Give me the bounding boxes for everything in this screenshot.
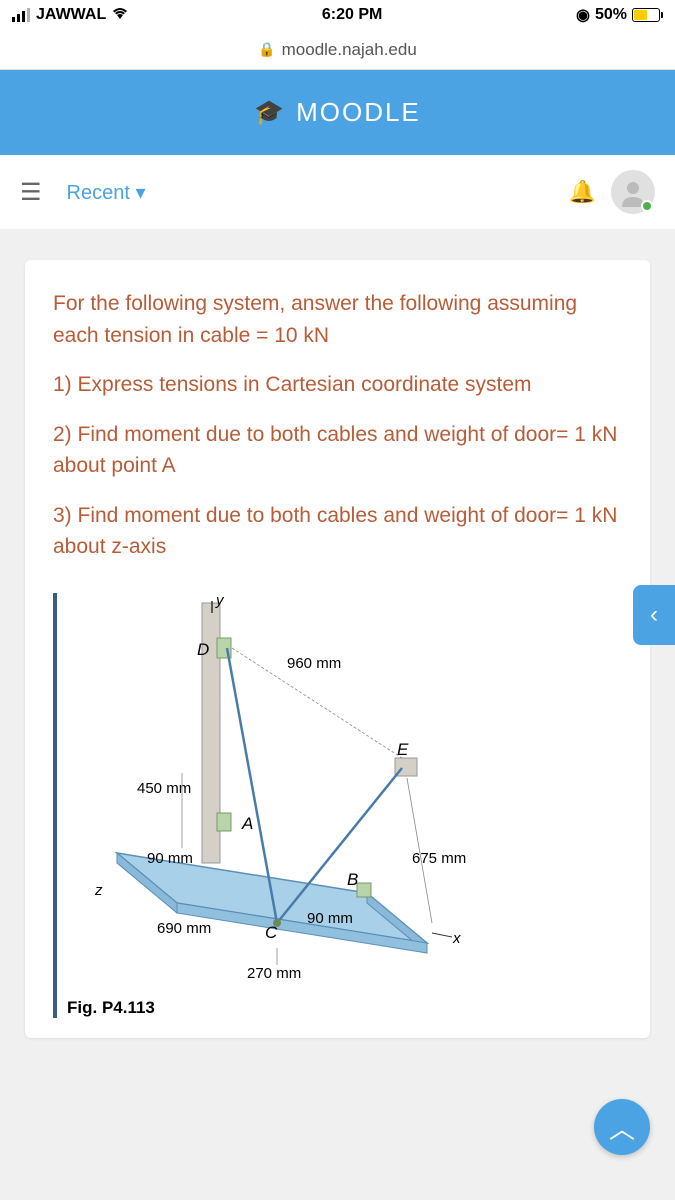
question-card: For the following system, answer the fol… <box>25 260 650 1038</box>
svg-text:z: z <box>94 882 103 899</box>
carrier-label: JAWWAL <box>36 6 106 24</box>
status-bar: JAWWAL 6:20 PM ◉ 50% <box>0 0 675 30</box>
svg-text:E: E <box>397 740 409 759</box>
svg-text:A: A <box>241 814 253 833</box>
chevron-up-icon: ︿ <box>609 1109 635 1146</box>
user-avatar[interactable] <box>611 170 655 214</box>
moodle-title: MOODLE <box>296 97 421 128</box>
signal-icon <box>12 8 30 22</box>
svg-text:D: D <box>197 640 209 659</box>
recent-label: Recent <box>67 182 130 204</box>
battery-icon <box>632 8 663 22</box>
figure-diagram: y z x D A B C E 960 mm 450 mm 90 mm 675 … <box>57 593 487 993</box>
question-3: 3) Find moment due to both cables and we… <box>53 500 622 563</box>
chevron-down-icon: ▾ <box>135 182 145 204</box>
svg-text:960 mm: 960 mm <box>287 655 341 672</box>
svg-text:450 mm: 450 mm <box>137 780 191 797</box>
svg-text:C: C <box>265 923 278 942</box>
svg-text:90 mm: 90 mm <box>147 850 193 867</box>
content-area: For the following system, answer the fol… <box>0 230 675 1068</box>
question-text: For the following system, answer the fol… <box>53 288 622 563</box>
battery-pct: 50% <box>595 6 627 24</box>
browser-url-bar[interactable]: 🔒 moodle.najah.edu <box>0 30 675 70</box>
lock-icon: 🔒 <box>258 41 275 58</box>
status-right: ◉ 50% <box>576 5 663 25</box>
status-left: JAWWAL <box>12 6 128 24</box>
moodle-header: 🎓 MOODLE <box>0 70 675 155</box>
question-2: 2) Find moment due to both cables and we… <box>53 419 622 482</box>
svg-text:690 mm: 690 mm <box>157 920 211 937</box>
question-intro: For the following system, answer the fol… <box>53 288 622 351</box>
chevron-left-icon: ‹ <box>650 601 658 629</box>
wifi-icon <box>112 6 128 24</box>
url-text: moodle.najah.edu <box>282 40 417 60</box>
orientation-icon: ◉ <box>576 5 590 25</box>
recent-dropdown[interactable]: Recent ▾ <box>67 180 146 205</box>
nav-bar: ☰ Recent ▾ 🔔 <box>0 155 675 230</box>
scroll-to-top-button[interactable]: ︿ <box>594 1099 650 1155</box>
graduation-cap-icon: 🎓 <box>254 98 286 127</box>
figure-caption: Fig. P4.113 <box>57 993 622 1018</box>
svg-text:270 mm: 270 mm <box>247 965 301 982</box>
svg-text:90 mm: 90 mm <box>307 910 353 927</box>
question-1: 1) Express tensions in Cartesian coordin… <box>53 369 622 401</box>
svg-text:y: y <box>215 593 225 609</box>
menu-icon[interactable]: ☰ <box>20 178 42 207</box>
svg-text:B: B <box>347 870 358 889</box>
status-time: 6:20 PM <box>322 6 382 24</box>
online-status-dot <box>641 200 653 212</box>
notifications-icon[interactable]: 🔔 <box>569 179 596 205</box>
side-drawer-toggle[interactable]: ‹ <box>633 585 675 645</box>
figure-container: y z x D A B C E 960 mm 450 mm 90 mm 675 … <box>53 593 622 1018</box>
svg-text:x: x <box>452 930 461 947</box>
